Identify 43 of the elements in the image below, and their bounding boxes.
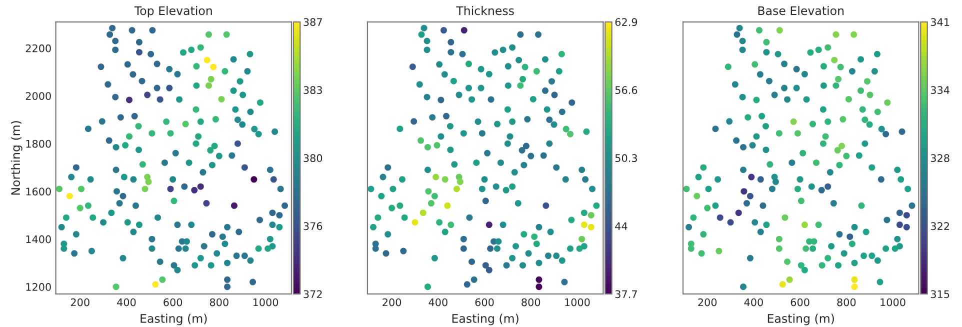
color-bar-label: 376 [304, 222, 322, 230]
x-tick-label: 1000 [565, 298, 590, 306]
y-tick-label: 1800 [26, 140, 51, 148]
x-tick-label: 400 [744, 298, 763, 306]
x-tick-label: 600 [790, 298, 810, 306]
x-tick-label: 1000 [253, 298, 278, 306]
x-tick-label: 400 [428, 298, 448, 306]
x-tick-label: 1000 [880, 298, 906, 306]
x-tick-label: 200 [70, 298, 90, 306]
x-axis-title: Easting (m) [452, 314, 518, 326]
x-tick-label: 800 [522, 298, 540, 306]
x-tick-label: 200 [698, 298, 717, 306]
x-tick-label: 200 [382, 298, 402, 306]
color-bar-label: 383 [304, 86, 322, 94]
color-bar-label: 372 [304, 290, 322, 298]
y-tick-label: 2200 [26, 44, 51, 52]
y-tick-label: 1600 [26, 188, 51, 196]
color-bar-label: 380 [304, 154, 322, 162]
chart-title: Thickness [456, 6, 514, 16]
color-bar-label: 62.9 [615, 18, 638, 26]
color-bar-label: 328 [930, 154, 950, 162]
x-tick-label: 600 [164, 298, 182, 306]
y-tick-label: 1400 [26, 235, 51, 244]
color-bar-label: 315 [930, 290, 950, 298]
color-bar-label: 334 [930, 86, 950, 94]
color-bar-label: 37.7 [615, 290, 637, 298]
color-bar-label: 50.3 [615, 154, 637, 162]
x-axis-title: Easting (m) [768, 314, 834, 326]
color-bar-label: 44 [615, 222, 628, 230]
color-bar-label: 56.6 [615, 86, 638, 94]
x-tick-label: 800 [210, 298, 228, 306]
x-axis-title: Easting (m) [140, 314, 207, 326]
x-tick-label: 400 [117, 298, 136, 306]
color-bar-label: 341 [930, 18, 950, 26]
x-tick-label: 800 [837, 298, 856, 306]
chart-title: Top Elevation [134, 6, 212, 18]
y-axis-title: Northing (m) [10, 121, 22, 195]
color-bar-label: 322 [930, 222, 949, 230]
y-tick-label: 1200 [26, 283, 51, 291]
x-tick-label: 600 [475, 298, 494, 306]
color-bar-label: 387 [304, 18, 322, 26]
chart-title: Base Elevation [758, 6, 844, 16]
y-tick-label: 2000 [26, 92, 51, 100]
